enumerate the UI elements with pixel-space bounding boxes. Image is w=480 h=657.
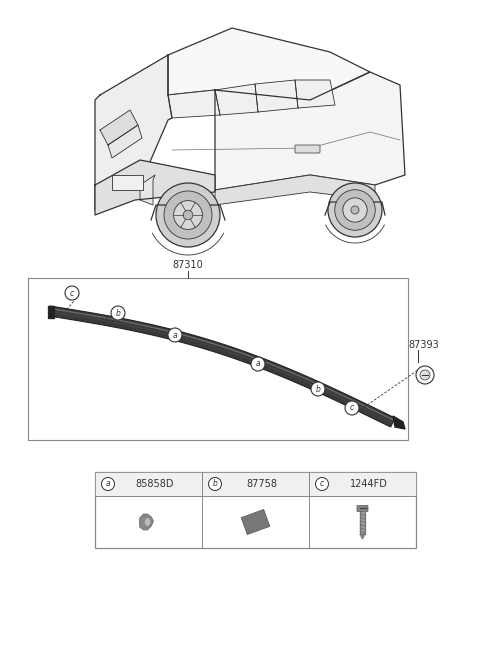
Polygon shape <box>168 28 370 100</box>
Circle shape <box>311 382 325 396</box>
Polygon shape <box>48 309 54 310</box>
Polygon shape <box>255 80 298 112</box>
Text: c: c <box>70 288 74 298</box>
Text: c: c <box>320 480 324 489</box>
Circle shape <box>351 206 359 214</box>
Bar <box>28 278 408 440</box>
Text: a: a <box>106 480 110 489</box>
Bar <box>309 472 416 496</box>
Text: c: c <box>350 403 354 413</box>
Bar <box>202 472 309 496</box>
Text: 87393: 87393 <box>408 340 439 350</box>
Circle shape <box>345 401 359 415</box>
Text: b: b <box>315 384 321 394</box>
Text: a: a <box>256 359 260 369</box>
Polygon shape <box>140 175 155 205</box>
Polygon shape <box>144 517 151 527</box>
Polygon shape <box>95 55 172 210</box>
FancyBboxPatch shape <box>111 175 143 189</box>
Circle shape <box>101 478 115 491</box>
Text: b: b <box>213 480 217 489</box>
Circle shape <box>420 370 430 380</box>
Circle shape <box>328 183 382 237</box>
Circle shape <box>174 200 203 229</box>
FancyBboxPatch shape <box>357 505 368 512</box>
Polygon shape <box>168 90 220 118</box>
Bar <box>95 472 416 548</box>
Circle shape <box>168 328 182 342</box>
Circle shape <box>335 190 375 230</box>
Circle shape <box>183 210 193 220</box>
Circle shape <box>208 478 221 491</box>
Polygon shape <box>95 160 215 215</box>
Polygon shape <box>215 175 375 205</box>
FancyBboxPatch shape <box>295 145 320 153</box>
Polygon shape <box>241 509 270 535</box>
Circle shape <box>111 306 125 320</box>
Circle shape <box>251 357 265 371</box>
Text: a: a <box>173 330 177 340</box>
Polygon shape <box>48 306 395 427</box>
Polygon shape <box>140 514 154 530</box>
Polygon shape <box>215 84 258 115</box>
Polygon shape <box>48 306 54 307</box>
Circle shape <box>65 286 79 300</box>
Polygon shape <box>48 313 54 315</box>
Polygon shape <box>360 534 365 539</box>
Bar <box>95 472 202 496</box>
Polygon shape <box>295 80 335 108</box>
Text: 87758: 87758 <box>246 479 277 489</box>
Polygon shape <box>393 416 405 429</box>
Circle shape <box>315 478 328 491</box>
Circle shape <box>164 191 212 239</box>
Polygon shape <box>100 110 138 145</box>
Circle shape <box>416 366 434 384</box>
Polygon shape <box>215 72 405 190</box>
Text: 87310: 87310 <box>172 260 203 270</box>
Polygon shape <box>108 125 142 158</box>
Polygon shape <box>360 511 365 534</box>
Circle shape <box>343 198 367 222</box>
Polygon shape <box>48 316 54 317</box>
Polygon shape <box>48 311 54 313</box>
Text: b: b <box>116 309 120 317</box>
Text: 1244FD: 1244FD <box>349 479 387 489</box>
Circle shape <box>156 183 220 247</box>
Text: 85858D: 85858D <box>135 479 174 489</box>
